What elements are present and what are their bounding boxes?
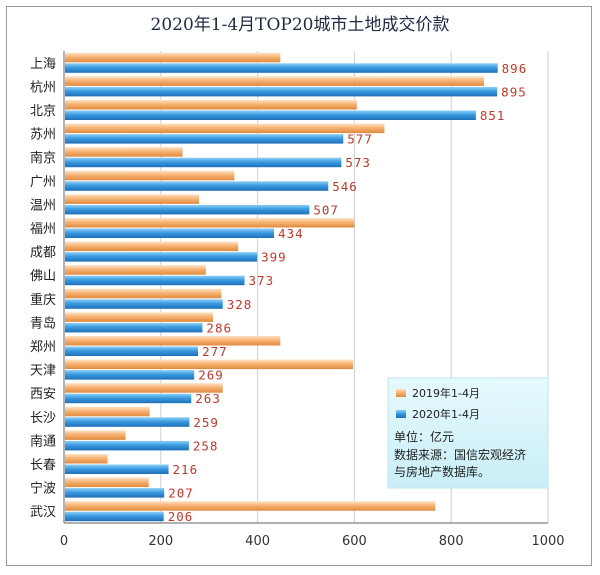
bar-2019 [65, 194, 200, 204]
data-label-2020: 546 [332, 179, 358, 194]
bar-2019 [65, 383, 223, 393]
y-category-label: 福州 [30, 222, 56, 237]
data-label-2020: 399 [261, 250, 287, 265]
bar-2020 [65, 228, 275, 238]
data-label-2020: 851 [480, 108, 506, 123]
y-category-label: 西安 [30, 387, 56, 402]
bar-2020 [65, 134, 344, 144]
bar-2020 [65, 488, 165, 498]
legend-swatch-2020 [396, 410, 406, 418]
bar-2019 [65, 406, 150, 417]
bar-2019 [65, 430, 126, 440]
bar-2020 [65, 110, 476, 120]
data-label-2020: 277 [202, 344, 228, 359]
y-category-label: 广州 [30, 175, 56, 190]
bar-2019 [65, 477, 149, 488]
x-tick-label: 400 [245, 534, 270, 549]
x-tick-label: 600 [342, 534, 367, 549]
bar-2020 [65, 252, 258, 262]
bar-2020 [65, 157, 342, 168]
chart-frame [6, 6, 592, 566]
bar-2020 [65, 181, 329, 191]
data-label-2020: 373 [249, 273, 275, 288]
bar-2019 [65, 147, 183, 157]
data-label-2020: 896 [502, 61, 528, 76]
bar-2020 [65, 86, 498, 97]
y-category-label: 苏州 [30, 127, 56, 143]
legend-label-2020: 2020年1-4月 [412, 407, 480, 421]
data-label-2020: 206 [168, 509, 194, 524]
bar-2019 [65, 312, 214, 322]
bar-2020 [65, 464, 169, 474]
y-category-label: 杭州 [30, 80, 56, 95]
y-category-label: 宁波 [30, 481, 56, 497]
x-tick-label: 1000 [531, 534, 564, 549]
note-unit: 单位：亿元 [394, 429, 454, 444]
y-category-label: 长沙 [30, 411, 56, 426]
y-category-label: 武汉 [30, 505, 56, 520]
bar-2019 [65, 218, 355, 228]
chart-title: 2020年1-4月TOP20城市土地成交价款 [150, 15, 450, 35]
y-category-label: 长春 [30, 458, 56, 473]
data-label-2020: 259 [193, 415, 219, 430]
bar-2019 [65, 170, 235, 181]
data-label-2020: 895 [501, 84, 527, 99]
note-source-line1: 数据来源：国信宏观经济 [394, 447, 526, 462]
bar-2020 [65, 322, 203, 333]
bar-2019 [65, 100, 357, 110]
y-category-label: 温州 [30, 198, 56, 213]
bar-2019 [65, 52, 281, 63]
bar-2020 [65, 299, 223, 309]
bar-2019 [65, 336, 281, 346]
y-category-label: 青岛 [30, 315, 56, 331]
data-label-2020: 216 [173, 462, 199, 477]
x-tick-label: 800 [439, 534, 464, 549]
bar-2020 [65, 440, 189, 451]
bar-2020 [65, 511, 164, 522]
data-label-2020: 434 [278, 226, 304, 241]
note-source-line2: 与房地产数据库。 [394, 464, 490, 479]
y-category-label: 成都 [30, 246, 56, 261]
y-category-label: 南京 [30, 150, 56, 166]
bar-2020 [65, 63, 498, 73]
bar-2019 [65, 288, 222, 299]
bar-2020 [65, 204, 310, 215]
data-label-2020: 258 [193, 438, 219, 453]
y-category-label: 南通 [30, 433, 56, 449]
bar-2019 [65, 76, 485, 86]
data-label-2020: 263 [195, 391, 221, 406]
data-label-2020: 577 [347, 132, 373, 147]
bar-2019 [65, 241, 239, 252]
y-category-label: 郑州 [30, 340, 56, 355]
y-category-label: 天津 [30, 364, 56, 379]
bar-2019 [65, 123, 385, 134]
y-category-label: 佛山 [30, 269, 56, 284]
bar-2019 [65, 454, 108, 464]
data-label-2020: 328 [227, 297, 253, 312]
legend-swatch-2019 [396, 389, 406, 397]
y-category-label: 北京 [30, 104, 56, 119]
data-label-2020: 207 [168, 486, 194, 501]
bar-2019 [65, 501, 436, 511]
data-label-2020: 269 [198, 368, 224, 383]
bar-2019 [65, 359, 353, 370]
bar-2019 [65, 265, 206, 275]
bar-2020 [65, 417, 190, 427]
data-label-2020: 573 [345, 155, 371, 170]
data-label-2020: 286 [206, 320, 232, 335]
x-tick-label: 0 [60, 534, 68, 549]
legend-label-2019: 2019年1-4月 [412, 386, 480, 400]
data-label-2020: 507 [313, 202, 339, 217]
y-category-label: 上海 [30, 57, 56, 72]
bar-2020 [65, 370, 195, 380]
y-category-label: 重庆 [30, 292, 56, 308]
bar-2020 [65, 275, 245, 286]
x-tick-label: 200 [148, 534, 173, 549]
bar-2020 [65, 393, 192, 404]
bar-2020 [65, 346, 199, 356]
legend-box [387, 377, 549, 489]
